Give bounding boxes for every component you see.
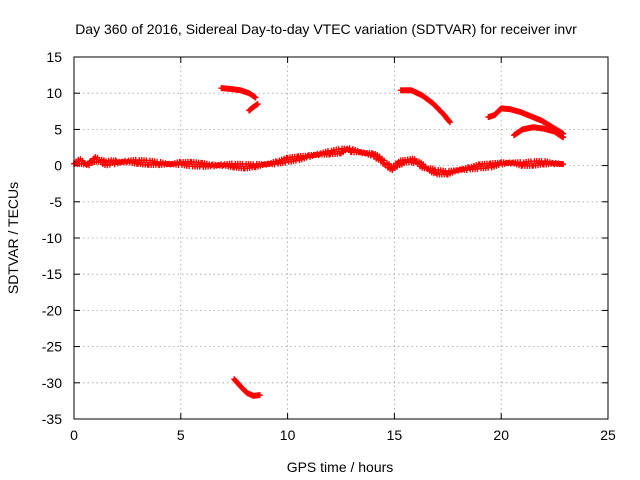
y-tick-label: 5 bbox=[54, 121, 62, 137]
series-arc-2 bbox=[231, 376, 263, 399]
series-arc-1-tail bbox=[246, 101, 261, 114]
grid bbox=[74, 57, 608, 419]
series-arc-1 bbox=[218, 85, 259, 101]
series-arc-3 bbox=[397, 87, 453, 126]
chart-title: Day 360 of 2016, Sidereal Day-to-day VTE… bbox=[75, 21, 577, 37]
plot-frame bbox=[73, 56, 609, 420]
x-tick-label: 5 bbox=[177, 427, 185, 443]
y-tick-label: -15 bbox=[42, 266, 62, 282]
y-tick-label: -5 bbox=[50, 194, 63, 210]
y-tick-label: 0 bbox=[54, 158, 62, 174]
y-tick-label: -10 bbox=[42, 230, 62, 246]
series-arc-5 bbox=[511, 124, 567, 141]
y-tick-label: -20 bbox=[42, 302, 62, 318]
y-tick-label: -35 bbox=[42, 411, 62, 427]
x-tick-label: 10 bbox=[280, 427, 296, 443]
x-tick-label: 20 bbox=[493, 427, 509, 443]
x-axis-label: GPS time / hours bbox=[287, 459, 394, 475]
x-tick-label: 0 bbox=[70, 427, 78, 443]
y-axis-label: SDTVAR / TECUs bbox=[5, 182, 21, 294]
y-tick-label: 10 bbox=[46, 85, 62, 101]
y-tick-label: 15 bbox=[46, 49, 62, 65]
x-tick-label: 15 bbox=[387, 427, 403, 443]
axis-ticks: 0 5 10 15 20 25 15 10 5 0 -5 -10 -15 -20 -25 -30 -35 bbox=[42, 49, 616, 443]
y-tick-label: -30 bbox=[42, 375, 62, 391]
y-tick-label: -25 bbox=[42, 339, 62, 355]
series-arc-4 bbox=[485, 105, 567, 137]
data-series bbox=[71, 85, 567, 399]
x-tick-label: 25 bbox=[600, 427, 616, 443]
series-main-trace bbox=[71, 145, 567, 178]
